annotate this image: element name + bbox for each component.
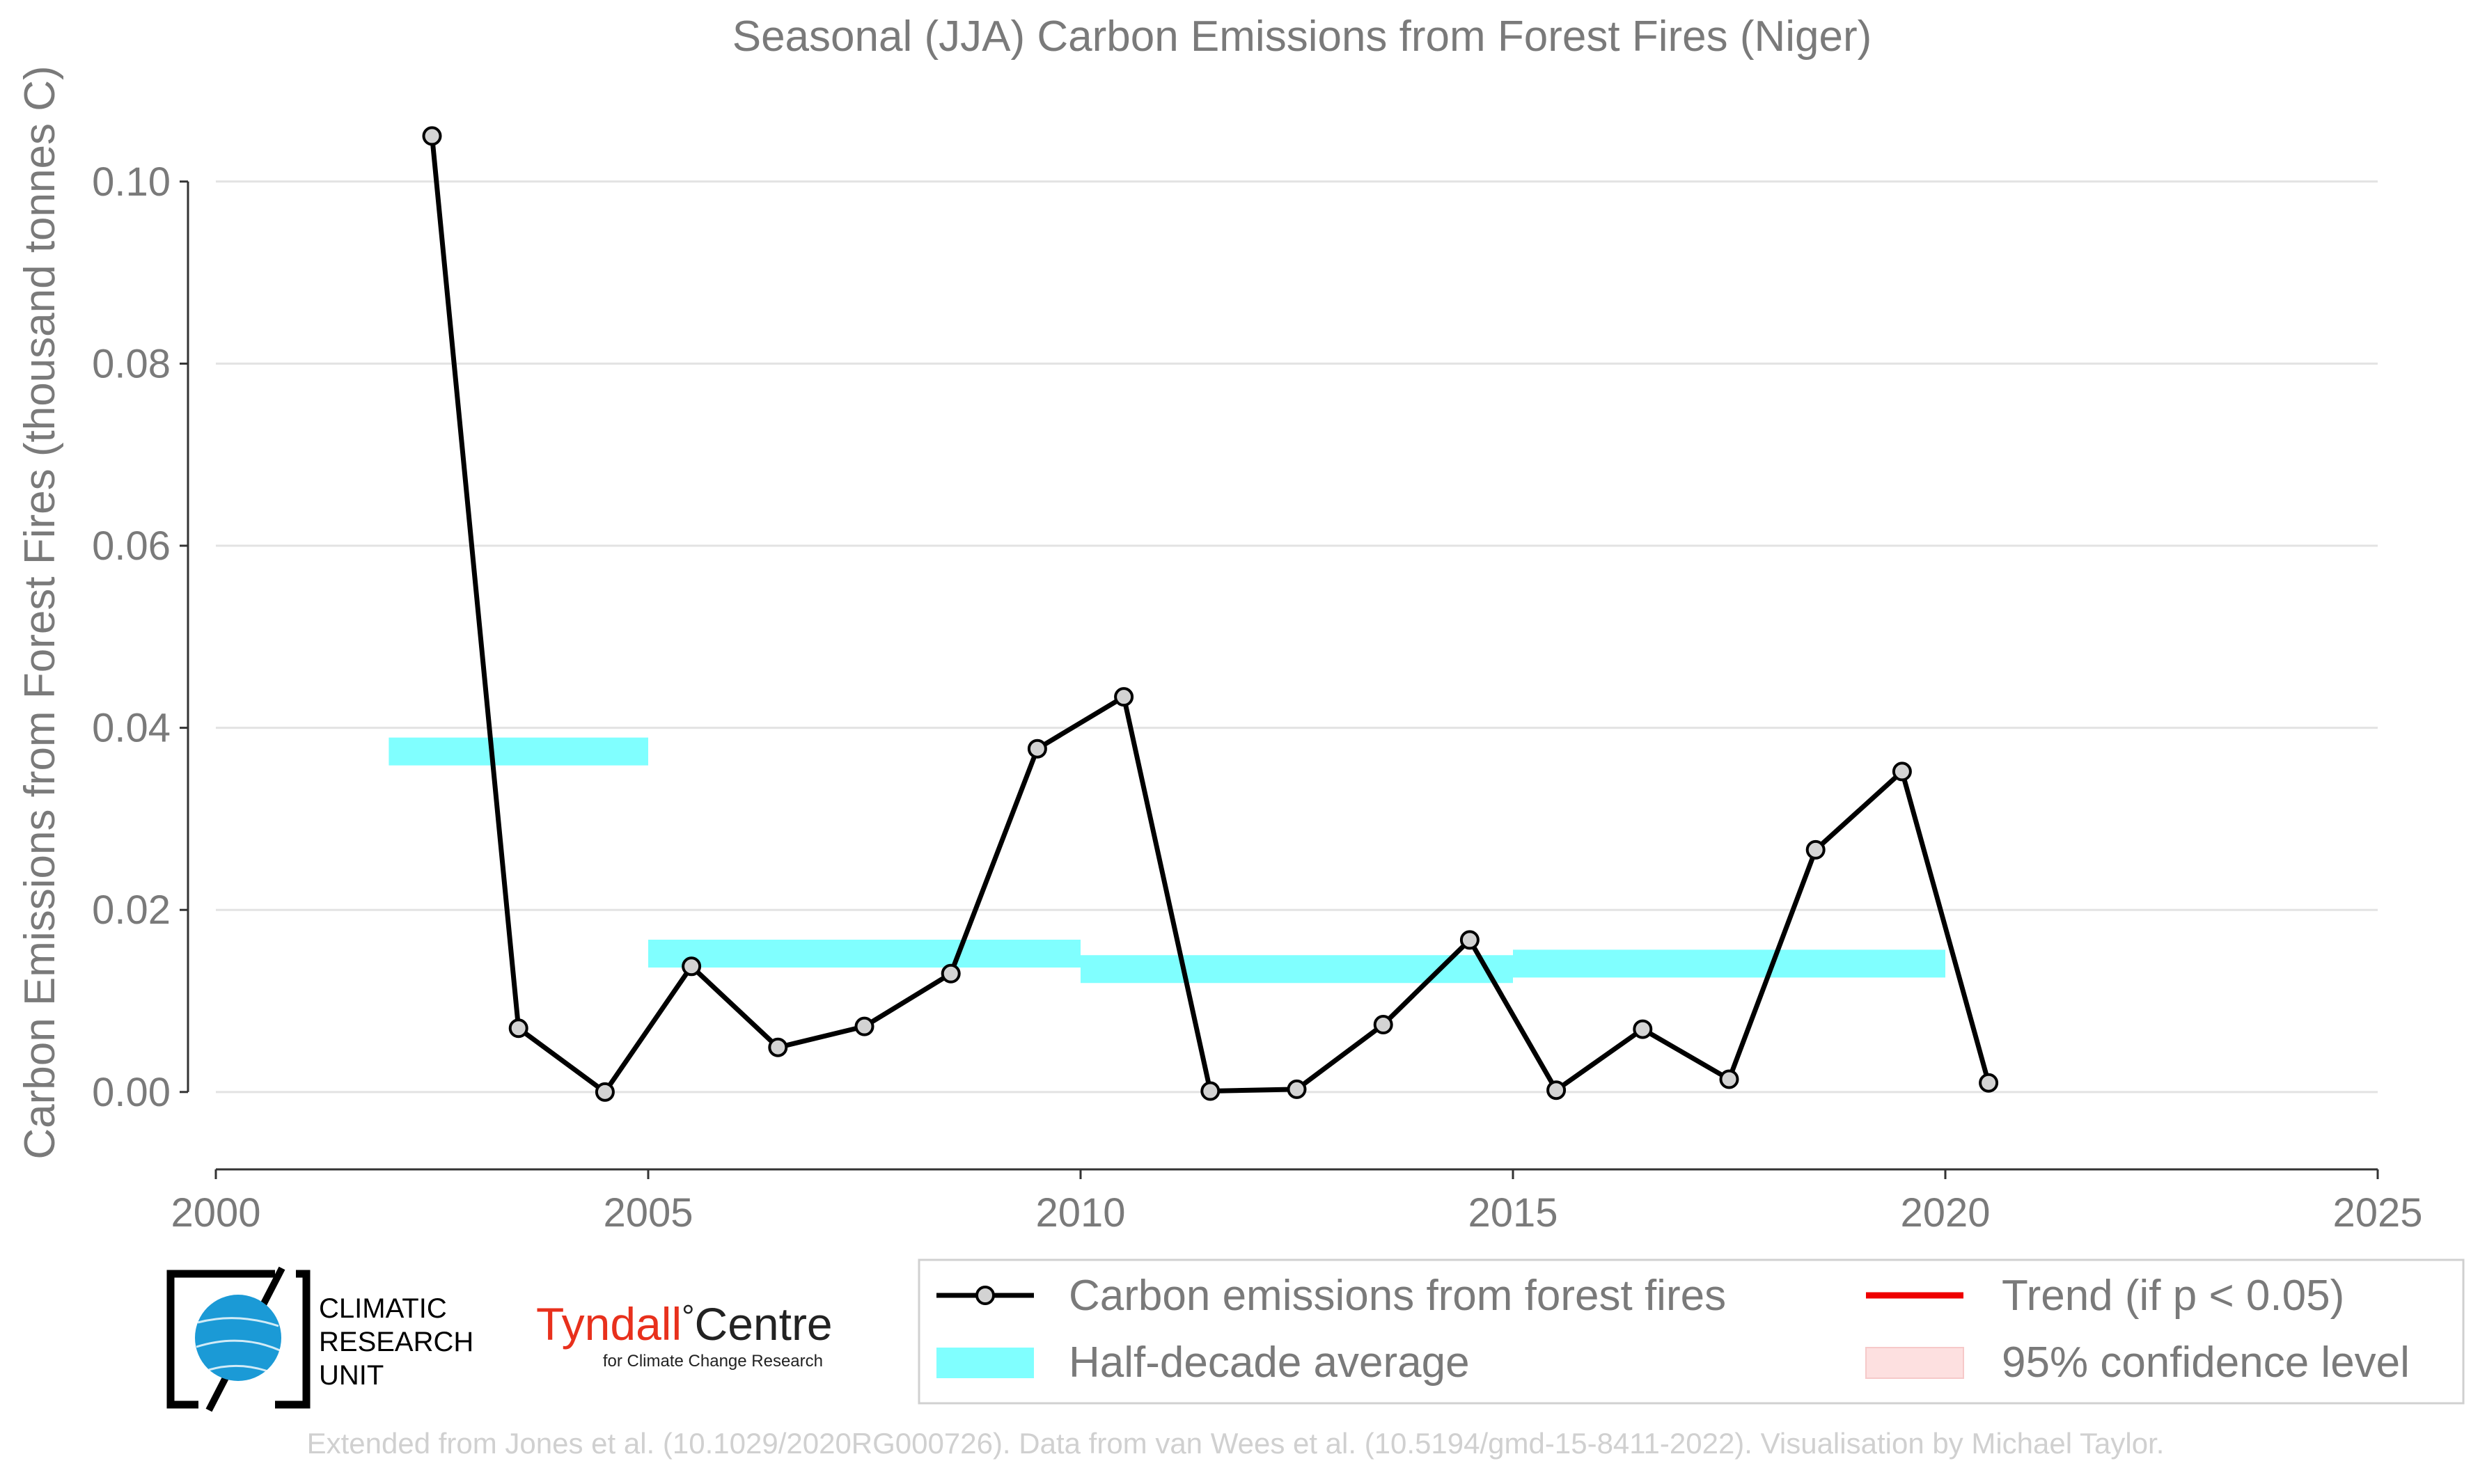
data-point [1027, 739, 1047, 759]
legend-label-confidence: 95% confidence level [2002, 1339, 2410, 1387]
data-point [1287, 1079, 1307, 1099]
data-point [1805, 839, 1826, 860]
y-tick-label: 0.02 [92, 887, 171, 933]
legend-label-half-decade: Half-decade average [1069, 1339, 1470, 1387]
data-point [1200, 1081, 1221, 1101]
legend-label-emissions: Carbon emissions from forest fires [1069, 1272, 1726, 1320]
y-tick-label: 0.06 [92, 523, 171, 569]
data-point [1719, 1069, 1739, 1089]
data-point [595, 1082, 615, 1102]
tyndall-degree: ° [682, 1298, 694, 1334]
legend-item-emissions: Carbon emissions from forest fires [936, 1272, 1726, 1320]
tyndall-tagline: for Climate Change Research [603, 1352, 823, 1371]
data-point [508, 1018, 528, 1039]
x-tick-label: 2025 [2332, 1190, 2422, 1236]
cru-line-1: CLIMATIC [319, 1293, 447, 1324]
data-point [1979, 1073, 1999, 1093]
data-point [1892, 761, 1912, 782]
legend-item-confidence: 95% confidence level [1865, 1339, 2410, 1387]
footer-credit: Extended from Jones et al. (10.1029/2020… [306, 1427, 2165, 1460]
data-point [1459, 930, 1480, 950]
y-axis: 0.00 0.02 0.04 0.06 0.08 0.10 [92, 159, 189, 1115]
tyndall-name-part1: Tyndall [536, 1298, 682, 1350]
x-tick-label: 2020 [1900, 1190, 1990, 1236]
data-point [854, 1016, 874, 1036]
legend: Carbon emissions from forest fires Trend… [918, 1258, 2465, 1405]
data-point [941, 963, 961, 984]
cru-logo-frame [166, 1270, 311, 1409]
half-decade-bar [648, 940, 1081, 968]
cru-globe-lines [196, 1317, 281, 1374]
legend-label-trend: Trend (if p < 0.05) [2002, 1272, 2344, 1320]
tyndall-name-part2: Centre [695, 1298, 833, 1350]
data-point [422, 126, 442, 146]
series-markers [422, 126, 1999, 1102]
half-decade-bar [389, 737, 648, 766]
legend-item-half-decade: Half-decade average [936, 1339, 1470, 1387]
half-decade-bar [1513, 949, 1945, 978]
cru-line-3: UNIT [319, 1360, 384, 1391]
x-axis: 2000 2005 2010 2015 2020 2025 [171, 1168, 2423, 1236]
grid-lines [216, 180, 2378, 1094]
half-decade-bands [389, 737, 1945, 984]
x-tick-label: 2005 [603, 1190, 693, 1236]
tyndall-logo: Tyndall°Centre for Climate Change Resear… [536, 1298, 833, 1371]
data-point [1546, 1080, 1567, 1100]
legend-swatch-emissions-marker [975, 1286, 995, 1305]
legend-swatch-confidence [1865, 1347, 1964, 1379]
legend-swatch-half-decade [936, 1348, 1034, 1378]
legend-box [918, 1258, 2465, 1405]
y-tick-label: 0.00 [92, 1070, 171, 1115]
y-axis-label: Carbon Emissions from Forest Fires (thou… [16, 65, 64, 1159]
legend-item-trend: Trend (if p < 0.05) [1866, 1272, 2344, 1320]
data-point [1633, 1019, 1653, 1039]
data-point [682, 956, 702, 977]
chart-title: Seasonal (JJA) Carbon Emissions from For… [732, 13, 1872, 61]
data-point [768, 1037, 788, 1057]
cru-logo: CLIMATIC RESEARCH UNIT [166, 1266, 473, 1412]
cru-line-2: RESEARCH [319, 1327, 473, 1357]
data-point [1373, 1015, 1393, 1035]
cru-globe-icon [195, 1295, 281, 1381]
tyndall-name: Tyndall°Centre [536, 1298, 833, 1350]
y-tick-label: 0.04 [92, 706, 171, 751]
y-tick-label: 0.08 [92, 341, 171, 386]
x-tick-label: 2010 [1035, 1190, 1125, 1236]
x-tick-label: 2015 [1468, 1190, 1558, 1236]
x-tick-label: 2000 [171, 1190, 260, 1236]
data-point [1114, 687, 1134, 707]
y-tick-label: 0.10 [92, 159, 171, 205]
